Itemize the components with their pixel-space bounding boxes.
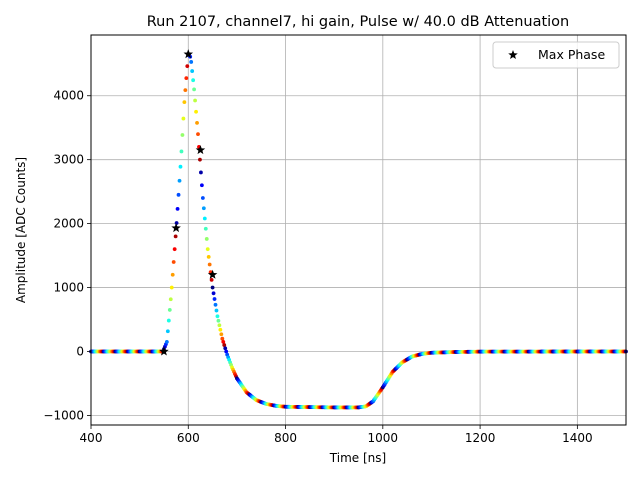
pulse-point	[189, 60, 194, 64]
y-axis-label: Amplitude [ADC Counts]	[14, 157, 28, 303]
pulse-point	[169, 285, 174, 290]
y-tick-label: 4000	[53, 89, 84, 103]
legend-label-max-phase: Max Phase	[538, 47, 605, 62]
pulse-point	[180, 133, 185, 137]
x-tick-label: 400	[80, 431, 103, 445]
pulse-point	[170, 272, 175, 277]
pulse-point	[167, 308, 172, 312]
pulse-point	[218, 327, 223, 332]
pulse-point	[199, 183, 204, 188]
pulse-point	[198, 157, 202, 162]
pulse-point	[166, 318, 171, 323]
pulse-point	[214, 308, 219, 313]
x-tick-label: 1000	[368, 431, 399, 445]
pulse-point	[224, 349, 229, 354]
pulse-point	[194, 109, 198, 114]
y-tick-label: 2000	[53, 217, 84, 231]
pulse-point	[178, 164, 183, 169]
pulse-point	[221, 339, 226, 344]
pulse-point	[190, 69, 195, 73]
pulse-point	[199, 170, 203, 175]
pulse-point	[191, 78, 196, 83]
pulse-point	[183, 88, 188, 93]
pulse-point	[172, 247, 177, 252]
pulse-point	[205, 247, 210, 252]
pulse-point	[165, 329, 170, 334]
max-phase-star	[183, 49, 194, 59]
pulse-point	[206, 254, 211, 259]
pulse-point	[203, 226, 208, 231]
pulse-point	[173, 234, 178, 239]
x-tick-label: 1200	[465, 431, 496, 445]
pulse-point	[210, 285, 215, 290]
x-axis-label: Time [ns]	[329, 451, 386, 465]
pulse-point	[184, 76, 189, 81]
pulse-point	[193, 98, 197, 103]
pulse-point	[164, 339, 169, 344]
max-phase-markers	[159, 49, 218, 356]
pulse-point	[200, 196, 205, 200]
y-tick-label: 0	[76, 344, 84, 358]
pulse-point	[196, 132, 200, 136]
pulse-point	[201, 206, 206, 211]
x-tick-label: 600	[177, 431, 200, 445]
x-axis-ticks: 400 600 800 1000 1200 1400	[80, 425, 593, 445]
y-tick-label: −1000	[43, 408, 84, 422]
pulse-point	[176, 192, 181, 197]
pulse-point	[175, 207, 180, 211]
max-phase-star	[207, 269, 218, 279]
plot-frame	[90, 34, 627, 426]
pulse-point	[209, 277, 214, 282]
pulse-point	[223, 346, 228, 351]
pulse-point	[195, 121, 199, 125]
pulse-point	[220, 336, 225, 341]
max-phase-star	[159, 346, 169, 356]
pulse-point	[222, 343, 227, 347]
pulse-point	[174, 221, 179, 225]
pulse-point	[215, 314, 220, 319]
y-axis-ticks: −1000 0 1000 2000 3000 4000	[43, 89, 91, 422]
max-phase-star	[195, 145, 206, 155]
grid-lines	[90, 35, 626, 425]
legend-box	[492, 41, 620, 69]
pulse-point	[202, 216, 207, 221]
y-tick-label: 1000	[53, 281, 84, 295]
pulse-point	[211, 291, 216, 296]
legend-star-marker	[508, 50, 518, 60]
pulse-point	[212, 297, 217, 301]
pulse-point	[185, 64, 190, 69]
x-tick-label: 800	[274, 431, 297, 445]
pulse-point	[182, 100, 187, 105]
pulse-point	[177, 178, 182, 183]
pulse-point	[181, 116, 186, 121]
legend: Max Phase	[492, 41, 620, 69]
pulse-point	[219, 332, 224, 337]
y-tick-label: 3000	[53, 153, 84, 167]
x-tick-label: 1400	[562, 431, 593, 445]
pulse-point	[168, 297, 173, 302]
pulse-point	[207, 262, 212, 267]
pulse-point	[179, 149, 184, 154]
pulse-point	[213, 302, 218, 307]
max-phase-star	[171, 223, 181, 233]
pulse-point	[204, 237, 209, 241]
chart-title: Run 2107, channel7, hi gain, Pulse w/ 40…	[147, 14, 570, 30]
pulse-trace	[89, 52, 628, 410]
pulse-point	[216, 318, 221, 323]
pulse-point	[217, 323, 222, 328]
pulse-point	[192, 87, 197, 92]
pulse-point	[171, 260, 176, 264]
